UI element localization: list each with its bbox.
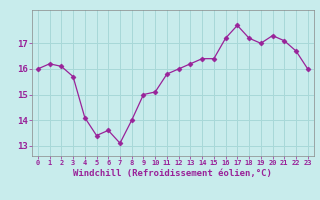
X-axis label: Windchill (Refroidissement éolien,°C): Windchill (Refroidissement éolien,°C): [73, 169, 272, 178]
